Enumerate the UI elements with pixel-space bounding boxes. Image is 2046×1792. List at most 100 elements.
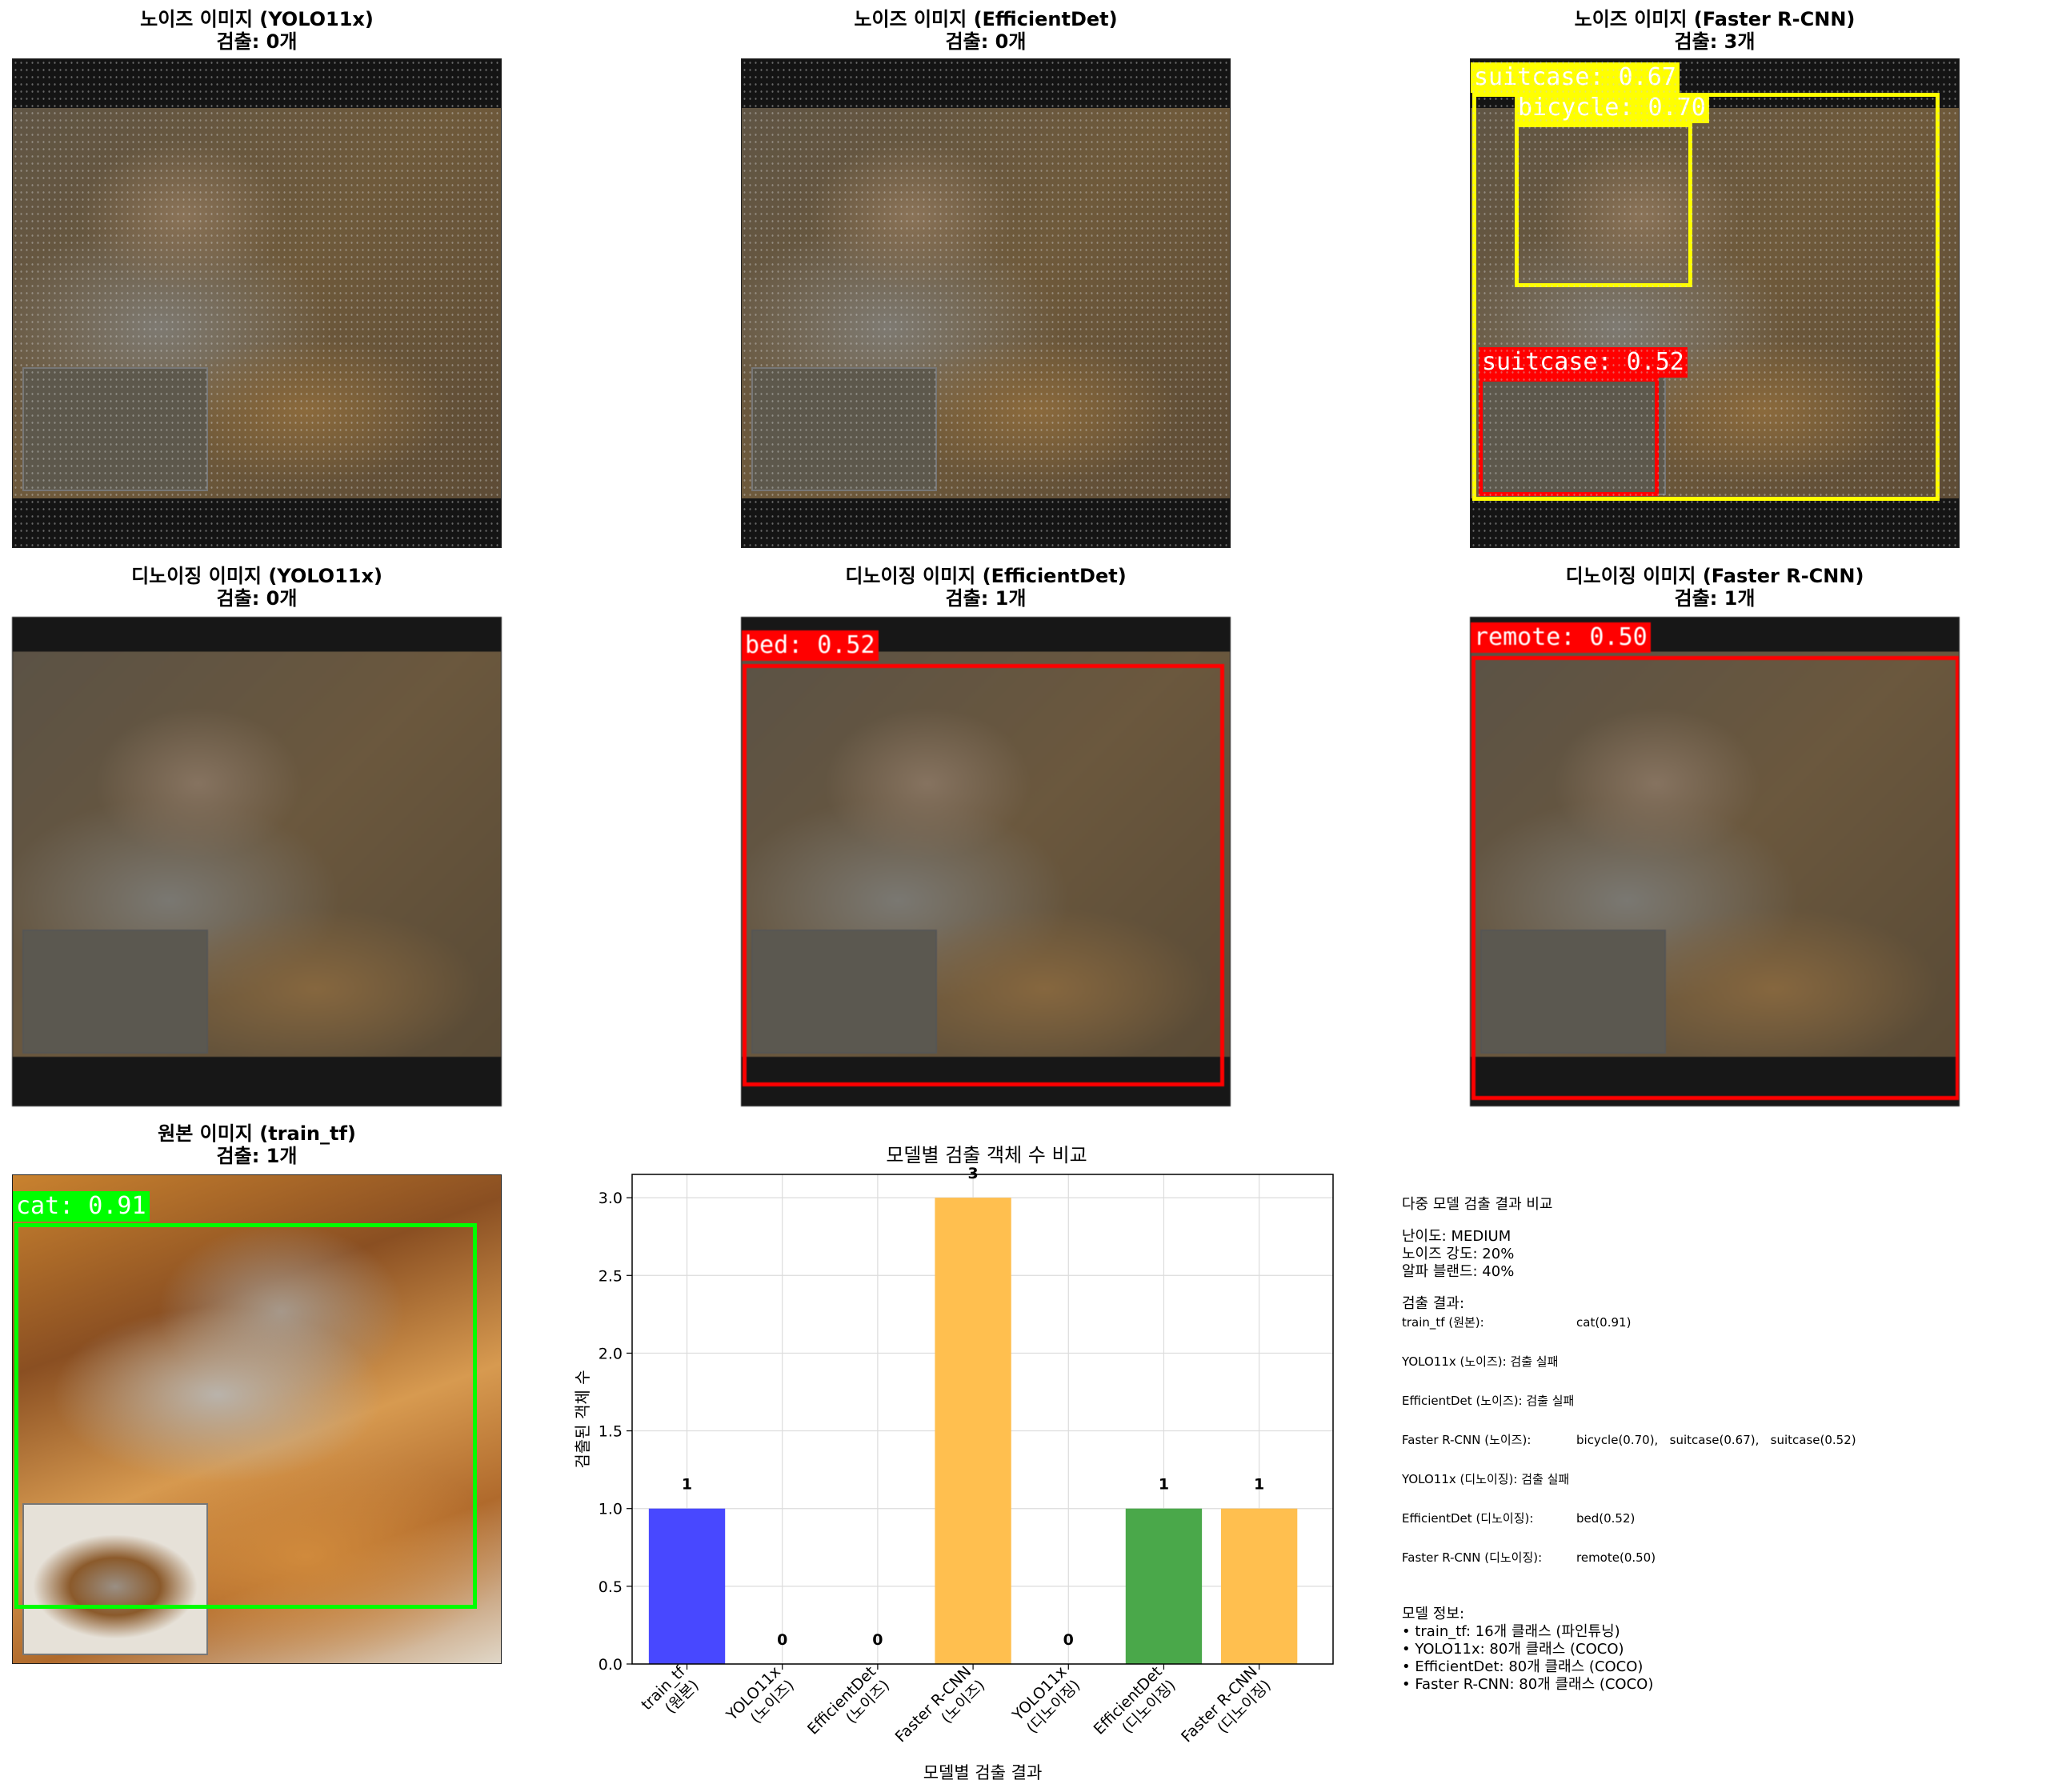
result-label: YOLO11x (디노이징): 검출 실패	[1402, 1472, 1570, 1486]
difficulty: 난이도: MEDIUM	[1402, 1228, 1511, 1245]
y-axis-label: 검출된 객체 수	[573, 1370, 592, 1468]
y-tick-label: 0.0	[599, 1656, 623, 1674]
result-label: Faster R-CNN (디노이징):	[1402, 1550, 1543, 1565]
model-info-item: • Faster R-CNN: 80개 클래스 (COCO)	[1402, 1676, 1654, 1693]
inset-image	[751, 367, 937, 491]
model-info-item: • EfficientDet: 80개 클래스 (COCO)	[1402, 1658, 1644, 1675]
panel-noisy-effdet: 노이즈 이미지 (EfficientDet) 검출: 0개	[741, 8, 1231, 552]
panel-denoised-frcnn: 디노이징 이미지 (Faster R-CNN) 검출: 1개 remote: 0…	[1470, 565, 1960, 1109]
detection-count: 검출: 0개	[216, 30, 298, 53]
inset-image	[751, 930, 937, 1054]
panel-title: 노이즈 이미지 (YOLO11x)	[140, 8, 374, 30]
panel-denoised-effdet: 디노이징 이미지 (EfficientDet) 검출: 1개 bed: 0.52	[741, 565, 1231, 1109]
result-value: bicycle(0.70), suitcase(0.67), suitcase(…	[1576, 1433, 1856, 1447]
result-value: cat(0.91)	[1576, 1315, 1632, 1330]
bar-chart: 모델별 검출 객체 수 비교 1 0 0 3 0 1 1 0.0 0.5 1.0 1.5 2.0 2.…	[573, 1144, 1334, 1782]
box-label: remote: 0.50	[1471, 622, 1651, 653]
denoised-image: remote: 0.50	[1470, 617, 1960, 1106]
x-tick-label-group: Faster R-CNN(디노이징)	[1178, 1663, 1275, 1746]
bar-value-label: 1	[682, 1476, 692, 1494]
box-label: suitcase: 0.67	[1471, 62, 1680, 93]
bar-value-label: 0	[777, 1631, 787, 1649]
info-title: 다중 모델 검출 결과 비교	[1402, 1196, 1553, 1213]
x-tick-label-group: EfficientDet(디노이징)	[1091, 1663, 1179, 1738]
model-info-item: • train_tf: 16개 클래스 (파인튜닝)	[1402, 1623, 1620, 1640]
plot-frame	[631, 1174, 1334, 1665]
denoised-image	[12, 617, 502, 1106]
bar	[935, 1198, 1011, 1664]
bar	[1125, 1508, 1203, 1664]
chart-title: 모델별 검출 객체 수 비교	[886, 1144, 1087, 1166]
bounding-box	[743, 664, 1224, 1086]
panel-title: 디노이징 이미지 (YOLO11x)	[131, 565, 382, 587]
inset-image	[1480, 371, 1666, 495]
panel-title: 디노이징 이미지 (EfficientDet)	[845, 565, 1127, 587]
original-image: cat: 0.91	[12, 1174, 502, 1664]
bar-value-label: 1	[1159, 1476, 1169, 1494]
bar-value-label: 0	[1063, 1631, 1074, 1649]
y-tick-label: 2.5	[599, 1267, 623, 1285]
bar	[648, 1508, 726, 1664]
noisy-image: suitcase: 0.67 bicycle: 0.70 suitcase: 0…	[1470, 58, 1960, 548]
panel-denoised-yolo: 디노이징 이미지 (YOLO11x) 검출: 0개	[12, 565, 502, 1109]
detection-count: 검출: 1개	[216, 1145, 298, 1167]
y-axis: 0.0 0.5 1.0 1.5 2.0 2.5 3.0	[599, 1190, 632, 1674]
x-tick-label-group: Faster R-CNN(노이즈)	[892, 1663, 989, 1746]
bars-group: 1 0 0 3 0 1 1	[648, 1165, 1298, 1664]
box-label: bicycle: 0.70	[1515, 93, 1709, 123]
y-tick-label: 3.0	[599, 1190, 623, 1207]
bar-value-label: 0	[872, 1631, 883, 1649]
results-title: 검출 결과:	[1402, 1295, 1465, 1312]
inset-image	[22, 1503, 208, 1655]
box-label: bed: 0.52	[742, 630, 879, 661]
bounding-box	[1479, 378, 1659, 496]
result-label: train_tf (원본):	[1402, 1315, 1484, 1330]
result-label: EfficientDet (노이즈): 검출 실패	[1402, 1394, 1575, 1408]
denoised-image: bed: 0.52	[741, 617, 1231, 1106]
detection-count: 검출: 1개	[1674, 587, 1756, 610]
box-label: suitcase: 0.52	[1479, 347, 1688, 378]
bounding-box	[1515, 123, 1692, 287]
noisy-image	[741, 58, 1231, 548]
bounding-box	[1471, 656, 1959, 1100]
model-info-title: 모델 정보:	[1402, 1606, 1465, 1622]
detection-count: 검출: 0개	[216, 587, 298, 610]
box-label: cat: 0.91	[13, 1191, 150, 1222]
result-label: EfficientDet (디노이징):	[1402, 1511, 1534, 1526]
x-tick-label-group: YOLO11x(디노이징)	[1009, 1663, 1084, 1737]
result-label: Faster R-CNN (노이즈):	[1402, 1433, 1531, 1447]
y-tick-label: 1.5	[599, 1423, 623, 1441]
bounding-box	[1472, 93, 1940, 501]
panel-title: 노이즈 이미지 (EfficientDet)	[854, 8, 1118, 30]
result-label: YOLO11x (노이즈): 검출 실패	[1402, 1354, 1559, 1369]
panel-title: 노이즈 이미지 (Faster R-CNN)	[1574, 8, 1856, 30]
panel-noisy-frcnn: 노이즈 이미지 (Faster R-CNN) 검출: 3개 suitcase: …	[1470, 8, 1960, 552]
x-tick-label-group: YOLO11x(노이즈)	[723, 1663, 798, 1727]
info-panel: 다중 모델 검출 결과 비교 난이도: MEDIUM 노이즈 강도: 20% 알…	[1402, 1196, 1978, 1708]
panel-noisy-yolo: 노이즈 이미지 (YOLO11x) 검출: 0개	[12, 8, 502, 552]
noise-strength: 노이즈 강도: 20%	[1402, 1246, 1515, 1262]
panel-title: 디노이징 이미지 (Faster R-CNN)	[1565, 565, 1864, 587]
panel-title: 원본 이미지 (train_tf)	[158, 1122, 356, 1145]
x-tick-label-group: EfficientDet(노이즈)	[804, 1663, 893, 1738]
inset-image	[22, 367, 208, 491]
bar	[1220, 1508, 1298, 1664]
inset-image	[1480, 930, 1666, 1054]
x-axis-label: 모델별 검출 결과	[923, 1763, 1043, 1782]
model-info-item: • YOLO11x: 80개 클래스 (COCO)	[1402, 1641, 1624, 1658]
result-value: bed(0.52)	[1576, 1511, 1636, 1526]
panel-original: 원본 이미지 (train_tf) 검출: 1개 cat: 0.91	[12, 1122, 502, 1666]
detection-count: 검출: 0개	[945, 30, 1027, 53]
noisy-image	[12, 58, 502, 548]
y-tick-label: 2.0	[599, 1345, 623, 1362]
bar-chart-panel: 모델별 검출 객체 수 비교 1 0 0 3 0 1 1 0.0 0.5 1.0 1.5 2.0 2.…	[560, 1136, 1360, 1792]
detection-count: 검출: 3개	[1674, 30, 1756, 53]
bar-value-label: 1	[1254, 1476, 1264, 1494]
inset-image	[22, 930, 208, 1054]
bar-value-label: 3	[967, 1165, 978, 1182]
alpha-blend: 알파 블랜드: 40%	[1402, 1263, 1515, 1280]
y-tick-label: 0.5	[599, 1578, 623, 1596]
result-value: remote(0.50)	[1576, 1550, 1656, 1565]
detection-count: 검출: 1개	[945, 587, 1027, 610]
y-tick-label: 1.0	[599, 1501, 623, 1518]
